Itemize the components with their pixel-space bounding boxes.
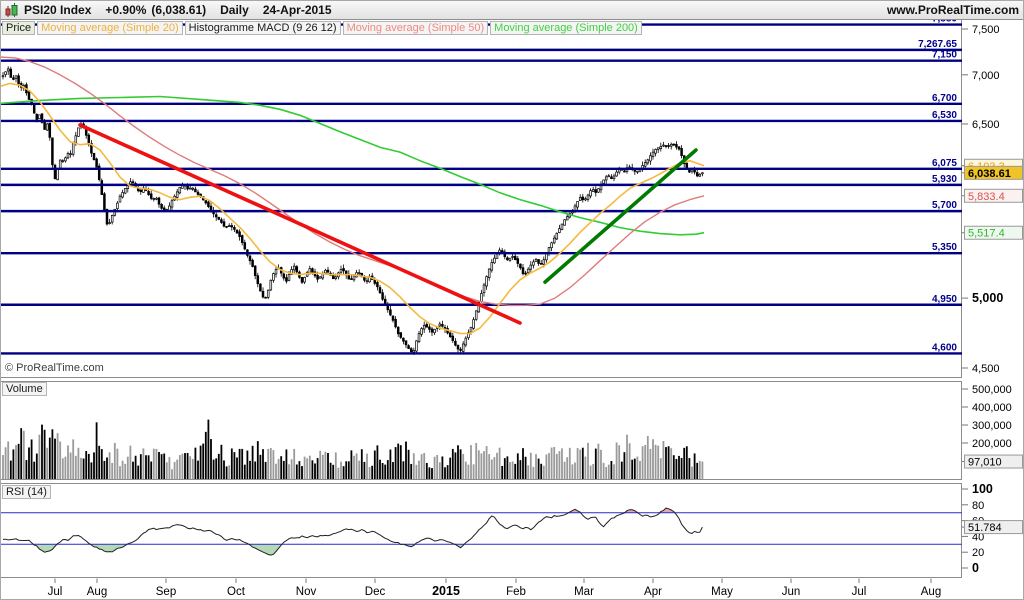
level-label: 6,530 [932, 110, 957, 121]
month-label: Aug [921, 586, 941, 598]
month-label: Jun [782, 586, 801, 598]
price-panel[interactable] [0, 19, 962, 378]
axis-tick-label: 5,000 [972, 291, 1003, 305]
ma50-value-tag [964, 188, 1023, 203]
level-label: 4,950 [932, 294, 957, 305]
month-label: Jul [48, 586, 63, 598]
legend-item-2[interactable]: Histogramme MACD (9 26 12) [184, 21, 341, 35]
symbol-name: PSI20 Index [24, 2, 92, 17]
svg-text:97,010: 97,010 [968, 457, 1002, 469]
month-label: Aug [87, 586, 107, 598]
axis-tick-label: 6,500 [972, 119, 1000, 131]
level-label: 6,700 [932, 93, 957, 104]
legend-item-3[interactable]: Moving average (Simple 50) [342, 21, 489, 35]
month-label: Jul [852, 586, 867, 598]
svg-text:5,833.4: 5,833.4 [968, 191, 1005, 203]
time-axis: Jul Aug Sep Oct Nov Dec 2015 Feb Mar Apr May Jun Jul… [48, 578, 941, 598]
axis-tick-label: 40 [972, 531, 984, 543]
month-label: Dec [365, 586, 386, 598]
rsi-panel-label[interactable]: RSI (14) [2, 485, 51, 499]
copyright-watermark: © ProRealTime.com [5, 362, 104, 374]
timeframe: Daily [220, 2, 249, 17]
legend-item-1[interactable]: Moving average (Simple 20) [37, 21, 183, 35]
uptrend-line[interactable] [543, 148, 698, 284]
axis-tick-label: 80 [972, 500, 984, 512]
month-label: May [711, 586, 733, 598]
ma50-line [0, 56, 705, 307]
month-label: Sep [156, 586, 176, 598]
axis-tick-label: 100 [972, 482, 993, 496]
last-price-tag [964, 165, 1023, 180]
level-label: 5,930 [932, 174, 957, 185]
axis-tick-label: 7,000 [972, 70, 1000, 82]
downtrend-line[interactable] [78, 123, 522, 325]
ma20-line [0, 82, 705, 335]
volume-panel-label[interactable]: Volume [2, 382, 47, 396]
change-percent: +0.90% [105, 2, 147, 17]
level-label: 4,600 [932, 342, 957, 353]
last-price: (6,038.61) [151, 2, 207, 17]
svg-text:6,038.61: 6,038.61 [968, 168, 1011, 180]
level-label: 5,700 [932, 200, 957, 211]
rsi-value-tag [964, 520, 1023, 535]
ma200-line [0, 95, 705, 236]
indicator-legend: Price Moving average (Simple 20) Histogram… [2, 21, 642, 35]
month-label: Nov [296, 586, 317, 598]
website-watermark: www.ProRealTime.com [886, 2, 1019, 17]
axis-tick-label: 20 [972, 547, 984, 559]
axis-tick-label: 500,000 [972, 384, 1012, 396]
month-label: 2015 [432, 584, 460, 598]
axis-tick-label: 200,000 [972, 438, 1012, 450]
level-label: 7,267.65 [918, 39, 957, 50]
candlestick-icon [5, 2, 18, 17]
month-label: Feb [506, 586, 526, 598]
axis-tick-label: 4,500 [972, 363, 1000, 375]
level-label: 7,150 [932, 50, 957, 61]
legend-item-0[interactable]: Price [2, 21, 36, 35]
right-axis: 7,500 7,000 6,500 5,000 4,500 500,000 400,000 3… [962, 24, 1023, 575]
svg-text:5,517.4: 5,517.4 [968, 228, 1005, 240]
axis-tick-label: 7,500 [972, 24, 1000, 36]
month-label: Mar [574, 586, 594, 598]
month-label: Oct [227, 586, 246, 598]
rsi-panel[interactable] [0, 483, 962, 578]
volume-value-tag [964, 454, 1023, 469]
svg-text:51.784: 51.784 [968, 522, 1002, 534]
session-date: 24-Apr-2015 [262, 2, 332, 17]
month-label: Apr [644, 586, 662, 598]
rsi-line [2, 507, 703, 556]
ma200-value-tag [964, 225, 1023, 240]
title-bar: PSI20 Index +0.90% (6,038.61) Daily 24-A… [0, 0, 1024, 20]
level-label: 6,075 [932, 158, 957, 169]
level-label: 5,350 [932, 242, 957, 253]
volume-bars [2, 419, 704, 479]
rsi-plot [0, 507, 962, 556]
axis-tick-label: 400,000 [972, 402, 1012, 414]
axis-tick-label: 0 [972, 561, 979, 575]
axis-tick-label: 300,000 [972, 420, 1012, 432]
legend-item-4[interactable]: Moving average (Simple 200) [490, 21, 642, 35]
